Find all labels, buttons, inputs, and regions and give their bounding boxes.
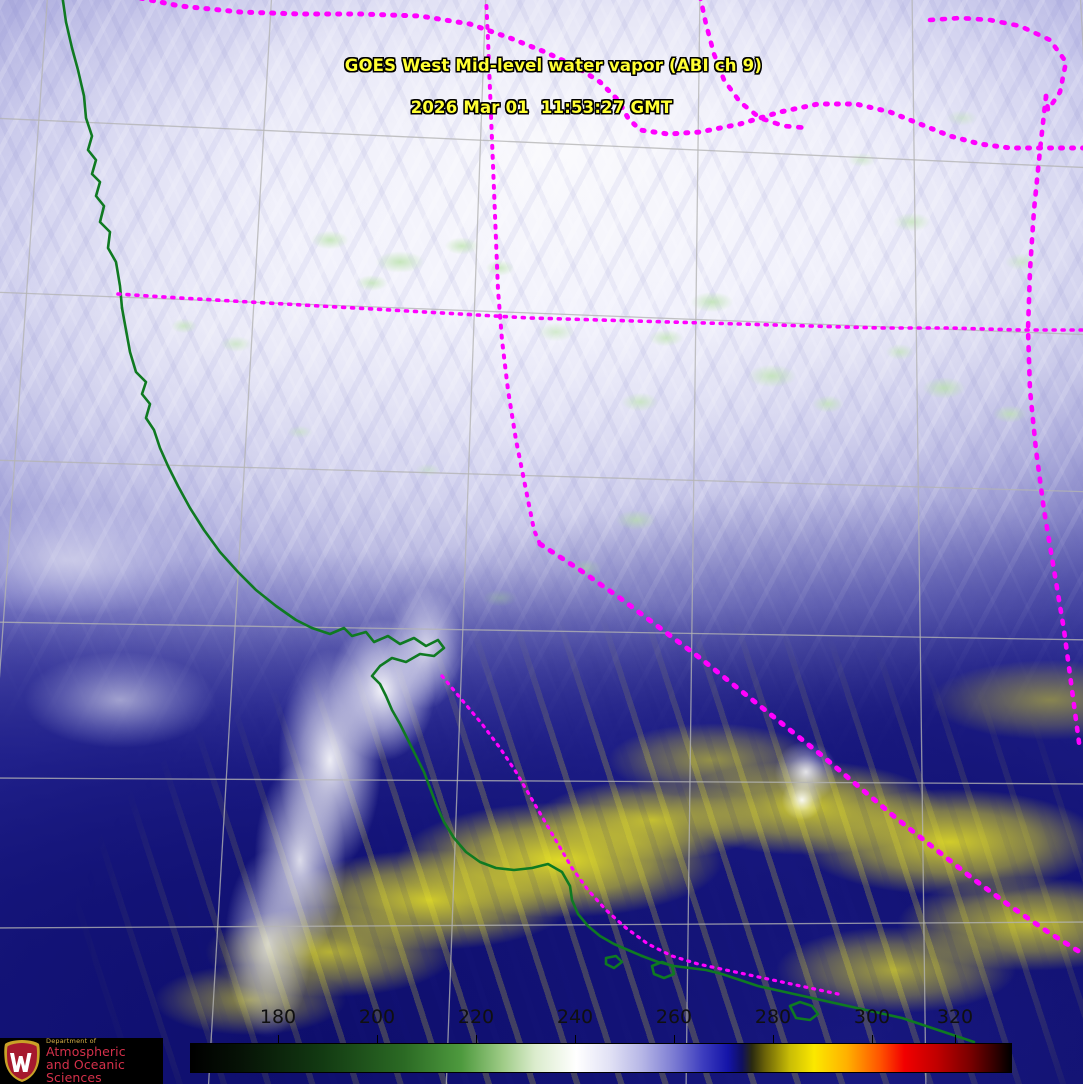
coastline-island-guadalupe xyxy=(650,960,676,980)
coastline-pacific-northwest xyxy=(61,0,124,310)
coastline-island-cedros xyxy=(788,1000,820,1022)
coastline-mainland-mexico xyxy=(828,1000,976,1044)
gridline-latitude xyxy=(0,777,1083,785)
coastline-baja-california-west xyxy=(434,802,644,958)
gridline-longitude xyxy=(685,0,701,1084)
gridline-longitude xyxy=(445,0,487,1084)
border-state-diagonal xyxy=(537,541,1083,957)
gridline-latitude xyxy=(0,459,1083,493)
border-us-canada xyxy=(137,0,1083,151)
gridline-longitude xyxy=(207,0,273,1084)
gridline-latitude xyxy=(0,621,1083,641)
gridline-longitude xyxy=(911,0,927,1084)
gridline-latitude-group xyxy=(0,117,1083,929)
border-state-northeast-hook xyxy=(927,15,1069,113)
border-mexico-baja-state xyxy=(440,674,840,996)
coastline-northern-california xyxy=(120,306,314,630)
border-state-northern xyxy=(116,292,1083,332)
coastline-southern-california xyxy=(310,626,446,806)
logo-text-block: Department of Atmospheric and Oceanic Sc… xyxy=(46,1038,163,1084)
border-state-top-segment xyxy=(698,0,811,131)
border-group xyxy=(116,0,1083,996)
coastline-baja-gulf-side xyxy=(640,954,832,1004)
uw-crest-icon xyxy=(4,1040,40,1082)
coastline-group xyxy=(61,0,976,1044)
border-state-interior-vertical xyxy=(484,0,542,546)
coastline-island-small xyxy=(604,954,624,970)
gridline-latitude xyxy=(0,117,1083,169)
logo-line-2: and Oceanic Sciences xyxy=(46,1057,125,1084)
uw-aos-logo: Department of Atmospheric and Oceanic Sc… xyxy=(0,1038,163,1084)
logo-line-1: Atmospheric xyxy=(46,1043,126,1059)
gridline-latitude xyxy=(0,921,1083,929)
gridline-longitude xyxy=(0,0,48,679)
logo-department-line: Department of xyxy=(46,1038,97,1045)
crest-letter-w xyxy=(10,1053,32,1072)
border-state-eastern-vertical xyxy=(1025,93,1083,753)
